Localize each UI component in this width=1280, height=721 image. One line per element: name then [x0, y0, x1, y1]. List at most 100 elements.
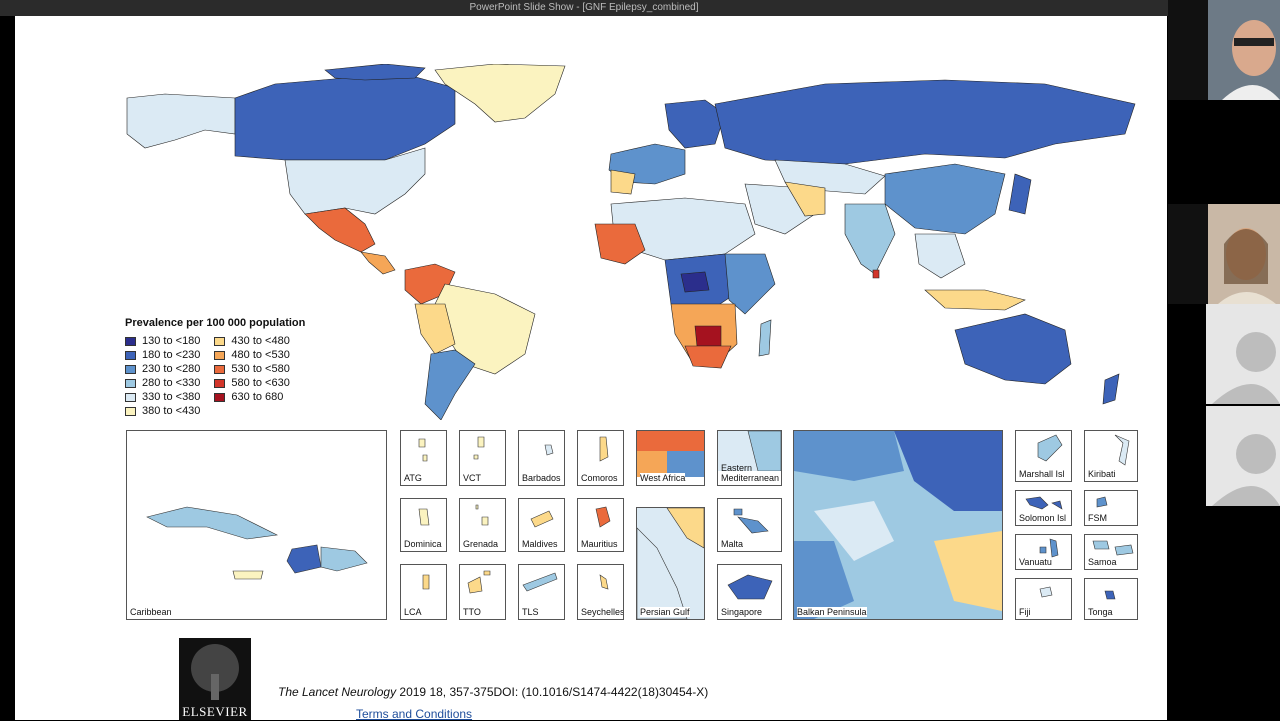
elsevier-logo: ELSEVIER	[179, 638, 251, 720]
user-silhouette-icon	[1212, 434, 1280, 506]
inset-solomon: Solomon Isl	[1015, 490, 1072, 526]
region-india	[844, 203, 896, 275]
legend-item: 380 to <430	[125, 405, 200, 417]
region-alaska	[126, 93, 236, 149]
inset-label: West Africa	[640, 473, 686, 483]
legend-item: 480 to <530	[214, 349, 290, 361]
legend-swatch	[125, 350, 136, 360]
inset-vct: VCT	[459, 430, 506, 486]
inset-label: Mauritius	[581, 539, 618, 549]
legend-label: 430 to <480	[231, 335, 290, 347]
inset-mauritius: Mauritius	[577, 498, 624, 552]
region-scandinavia	[664, 99, 726, 149]
legend-label: 180 to <230	[142, 349, 201, 361]
legend-swatch	[214, 378, 226, 388]
comoros-map	[599, 436, 609, 462]
lca-map	[422, 574, 430, 590]
inset-label: Marshall Isl	[1019, 469, 1065, 479]
inset-label: Eastern Mediterranean	[721, 463, 780, 483]
legend-item: 230 to <280	[125, 363, 200, 375]
inset-tonga: Tonga	[1084, 578, 1138, 620]
legend-item: 580 to <630	[214, 377, 290, 389]
window-title-bar: PowerPoint Slide Show - [GNF Epilepsy_co…	[0, 0, 1168, 16]
mauritius-map	[595, 506, 611, 528]
region-drc-core	[680, 271, 710, 293]
legend-label: 480 to <530	[231, 349, 290, 361]
fsm-map	[1096, 496, 1108, 508]
inset-label: FSM	[1088, 513, 1107, 523]
inset-label: LCA	[404, 607, 422, 617]
solomon-map	[1025, 496, 1063, 510]
video-tile-presenter	[1168, 0, 1280, 100]
region-russia	[714, 79, 1136, 165]
terms-link[interactable]: Terms and Conditions	[356, 707, 473, 721]
inset-label: Dominica	[404, 539, 442, 549]
legend-swatch	[214, 350, 226, 360]
logo-text: ELSEVIER	[182, 704, 248, 719]
map-legend: Prevalence per 100 000 population 130 to…	[125, 317, 425, 417]
inset-label: Tonga	[1088, 607, 1113, 617]
inset-eastern-med: Eastern Mediterranean	[717, 430, 782, 486]
window-title: PowerPoint Slide Show - [GNF Epilepsy_co…	[469, 2, 699, 13]
inset-label: Samoa	[1088, 557, 1117, 567]
legend-label: 530 to <580	[231, 363, 290, 375]
inset-label: Solomon Isl	[1019, 513, 1067, 523]
inset-label: TTO	[463, 607, 481, 617]
kiribati-map	[1114, 434, 1130, 466]
video-tile-participant	[1168, 204, 1280, 304]
participant-placeholder	[1206, 406, 1280, 506]
samoa-map	[1092, 540, 1134, 556]
region-sri-lanka	[872, 269, 880, 279]
legend-swatch	[214, 336, 226, 346]
inset-label: TLS	[522, 607, 539, 617]
tonga-map	[1104, 590, 1116, 600]
legend-item: 430 to <480	[214, 335, 290, 347]
participant-placeholder	[1206, 304, 1280, 404]
region-china	[884, 163, 1006, 235]
fiji-map	[1039, 586, 1053, 598]
inset-atg: ATG	[400, 430, 447, 486]
inset-label: Singapore	[721, 607, 763, 617]
inset-kiribati: Kiribati	[1084, 430, 1138, 482]
legend-swatch	[125, 392, 136, 402]
legend-item: 630 to 680	[214, 391, 289, 403]
inset-comoros: Comoros	[577, 430, 624, 486]
legend-swatch	[125, 364, 136, 374]
inset-tto: TTO	[459, 564, 506, 620]
inset-label: Kiribati	[1088, 469, 1116, 479]
participant-avatar	[1168, 204, 1280, 304]
inset-tls: TLS	[518, 564, 565, 620]
legend-label: 630 to 680	[231, 391, 284, 403]
region-new-zealand	[1102, 373, 1120, 405]
region-west-africa	[594, 223, 646, 265]
journal-name: The Lancet Neurology	[278, 685, 397, 699]
inset-fsm: FSM	[1084, 490, 1138, 526]
inset-balkan: Balkan Peninsula	[793, 430, 1003, 620]
region-canada	[234, 73, 456, 161]
singapore-map	[727, 574, 773, 600]
region-peru	[414, 303, 456, 355]
inset-label: Caribbean	[130, 607, 172, 617]
seychelles-map	[599, 574, 609, 590]
region-central-america	[360, 251, 396, 275]
region-mexico	[304, 207, 376, 253]
inset-singapore: Singapore	[717, 564, 782, 620]
legend-item: 280 to <330	[125, 377, 200, 389]
citation: The Lancet Neurology 2019 18, 357-375DOI…	[278, 685, 708, 699]
vct-map	[473, 436, 485, 460]
west-africa-map	[637, 431, 704, 477]
citation-text: 2019 18, 357-375DOI: (10.1016/S1474-4422…	[396, 685, 709, 699]
region-greenland	[434, 64, 566, 123]
inset-lca: LCA	[400, 564, 447, 620]
inset-malta: Malta	[717, 498, 782, 552]
legend-item: 180 to <230	[125, 349, 200, 361]
inset-label: Persian Gulf	[640, 607, 690, 617]
region-japan	[1008, 173, 1032, 215]
legend-item: 130 to <180	[125, 335, 200, 347]
tto-map	[467, 570, 491, 594]
inset-label: Seychelles	[581, 607, 624, 617]
inset-label: Grenada	[463, 539, 499, 549]
vanuatu-map	[1039, 538, 1059, 558]
barbados-map	[544, 444, 554, 456]
region-indonesia	[924, 289, 1026, 311]
